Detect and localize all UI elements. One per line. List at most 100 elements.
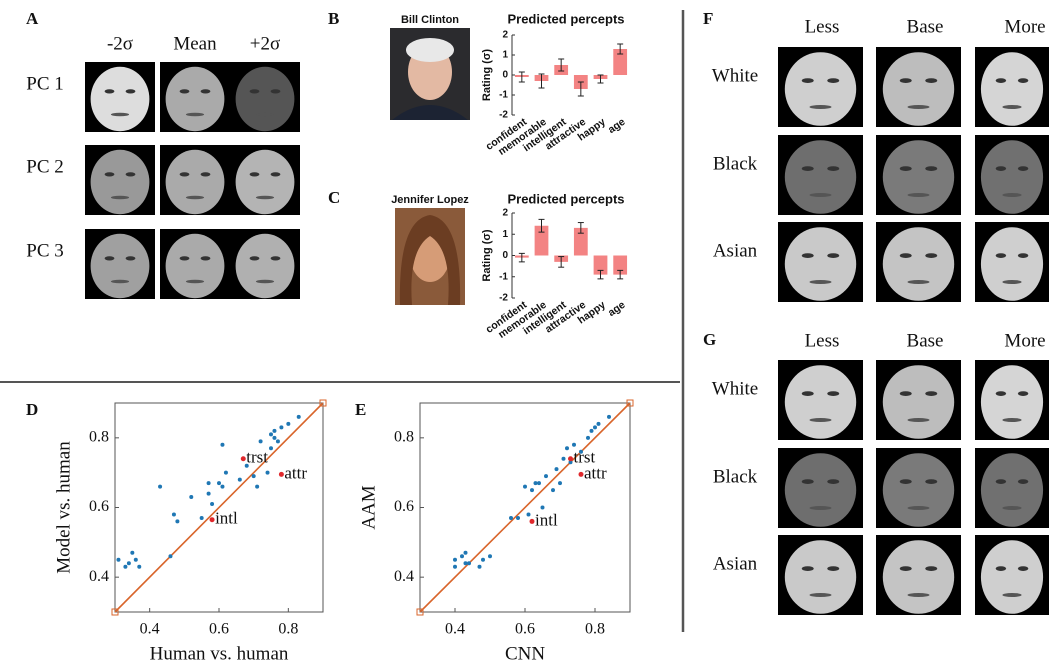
mouth <box>809 506 832 510</box>
mouth <box>1002 105 1022 109</box>
panel-label: B <box>328 9 339 28</box>
mouth <box>809 593 832 597</box>
y-tick-label: 1 <box>502 50 508 61</box>
point <box>530 488 534 493</box>
panel-label: E <box>355 400 366 419</box>
point <box>171 512 176 517</box>
point <box>269 446 273 451</box>
point <box>523 484 527 489</box>
face-image <box>230 229 300 299</box>
chart-title: Predicted percepts <box>507 11 624 26</box>
eye <box>1017 166 1029 172</box>
row-label: Asian <box>713 553 758 574</box>
row-label: PC 2 <box>26 156 64 177</box>
face <box>980 365 1044 439</box>
point <box>220 484 225 489</box>
column-header: Less <box>805 330 840 351</box>
x-tick-label: 0.6 <box>209 621 229 638</box>
bar <box>573 227 588 256</box>
y-axis-label: AAM <box>358 485 379 529</box>
row-label: Asian <box>713 240 758 261</box>
point <box>467 561 471 566</box>
eye <box>995 391 1007 396</box>
y-tick-label: 0.4 <box>89 568 109 585</box>
eye <box>827 391 840 396</box>
face-image <box>876 135 961 215</box>
face-image <box>85 62 155 132</box>
eye <box>270 172 281 177</box>
eye <box>899 479 912 484</box>
eye <box>827 78 840 83</box>
face <box>980 52 1044 126</box>
face <box>90 233 150 299</box>
point <box>210 502 215 507</box>
eye <box>827 253 840 258</box>
point <box>199 515 204 520</box>
error-bar <box>538 73 545 89</box>
eye <box>899 391 912 396</box>
reference-end <box>416 608 424 616</box>
column-header: Less <box>805 16 840 37</box>
face-image <box>975 47 1049 127</box>
error-bar <box>558 256 565 268</box>
y-tick-label: 0.6 <box>89 498 109 515</box>
point <box>607 414 611 419</box>
face-image <box>975 535 1049 615</box>
bar <box>534 225 549 256</box>
point <box>529 518 535 524</box>
error-bar <box>597 74 604 84</box>
bar <box>613 255 628 275</box>
point <box>126 561 131 566</box>
eye <box>1017 78 1029 83</box>
row-label: Black <box>713 466 758 487</box>
reference-line <box>114 402 324 613</box>
face <box>784 52 857 126</box>
eye <box>899 166 912 172</box>
point <box>258 439 263 444</box>
face-image <box>778 448 863 528</box>
photo <box>395 208 465 305</box>
y-tick-label: -1 <box>499 271 508 282</box>
mouth <box>907 593 930 597</box>
point <box>286 421 291 426</box>
face <box>784 453 857 527</box>
point <box>544 474 548 479</box>
eye <box>249 172 260 177</box>
mouth <box>255 112 275 117</box>
eye <box>270 256 281 261</box>
bar <box>613 49 628 75</box>
point <box>223 470 228 475</box>
face-image <box>230 62 300 132</box>
panel-label: G <box>703 330 716 349</box>
face <box>784 365 857 439</box>
mouth <box>110 112 130 117</box>
x-tick-label: 0.4 <box>445 621 465 638</box>
eye <box>925 253 938 258</box>
point <box>568 456 573 462</box>
mouth <box>809 280 832 284</box>
mouth <box>1002 593 1022 597</box>
y-tick-label: 0.8 <box>394 429 414 446</box>
face <box>165 66 225 132</box>
eye <box>125 256 136 261</box>
face <box>235 149 295 215</box>
panel-label: C <box>328 188 340 207</box>
face-image <box>778 135 863 215</box>
person-name: Bill Clinton <box>401 14 459 26</box>
face <box>90 149 150 215</box>
error-bar <box>577 81 584 97</box>
face-image <box>160 145 230 215</box>
point <box>463 561 468 566</box>
column-header: More <box>1004 16 1045 37</box>
point <box>551 488 555 493</box>
face <box>882 453 955 527</box>
point <box>158 484 163 489</box>
error-bar <box>577 222 584 234</box>
eye <box>995 166 1007 172</box>
eye <box>827 479 840 484</box>
mouth <box>255 279 275 284</box>
eye <box>801 566 814 571</box>
face <box>90 66 150 132</box>
